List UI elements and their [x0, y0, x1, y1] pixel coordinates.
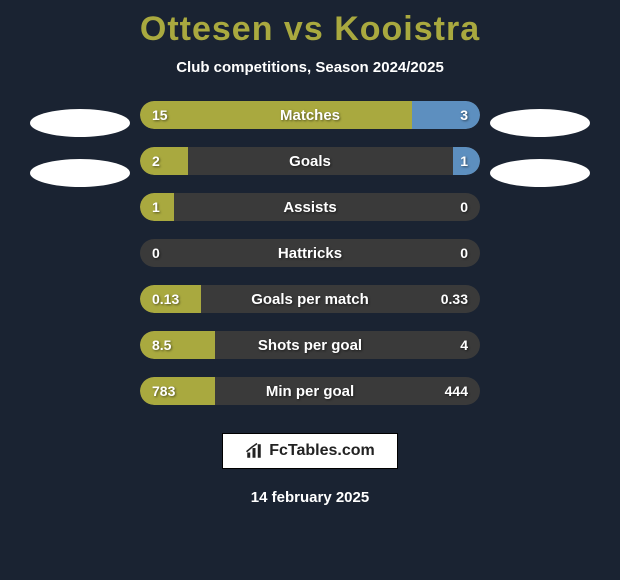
stat-row: Min per goal783 444 [140, 377, 480, 405]
page-title: Ottesen vs Kooistra [140, 10, 480, 49]
avatar-placeholder [490, 109, 590, 137]
left-player-avatar-col [20, 101, 140, 209]
stat-label: Min per goal [140, 377, 480, 405]
logo-text: FcTables.com [269, 442, 375, 460]
logo-badge[interactable]: FcTables.com [222, 433, 398, 469]
stat-bars: Matches153Goals21Assists10Hattricks00Goa… [140, 101, 480, 405]
stat-value-right: 0 [460, 239, 468, 267]
stat-value-left: 15 [152, 101, 168, 129]
stat-value-right: 3 [460, 101, 468, 129]
chart-icon [245, 442, 263, 460]
stat-value-right: 4 [460, 331, 468, 359]
stat-value-right: 0 [460, 193, 468, 221]
comparison-card: Ottesen vs Kooistra Club competitions, S… [0, 0, 620, 580]
stat-value-right: 444 [445, 377, 468, 405]
stat-label: Goals per match [140, 285, 480, 313]
stat-row: Shots per goal8.5 4 [140, 331, 480, 359]
right-player-avatar-col [480, 101, 600, 209]
stat-label: Matches [140, 101, 480, 129]
stat-value-right: 1 [460, 147, 468, 175]
stat-row: Goals per match0.13 0.33 [140, 285, 480, 313]
avatar-placeholder [490, 159, 590, 187]
stat-value-left: 1 [152, 193, 160, 221]
avatar-placeholder [30, 159, 130, 187]
stat-label: Goals [140, 147, 480, 175]
stat-row: Assists1 0 [140, 193, 480, 221]
stat-value-left: 8.5 [152, 331, 171, 359]
stat-label: Hattricks [140, 239, 480, 267]
stat-value-left: 2 [152, 147, 160, 175]
stat-row: Matches15 3 [140, 101, 480, 129]
stat-label: Shots per goal [140, 331, 480, 359]
stats-area: Matches153Goals21Assists10Hattricks00Goa… [0, 101, 620, 405]
page-subtitle: Club competitions, Season 2024/2025 [176, 59, 444, 76]
stat-value-left: 783 [152, 377, 175, 405]
footer-date: 14 february 2025 [251, 489, 369, 506]
avatar-placeholder [30, 109, 130, 137]
stat-value-left: 0.13 [152, 285, 179, 313]
stat-value-right: 0.33 [441, 285, 468, 313]
stat-row: Hattricks0 0 [140, 239, 480, 267]
stat-row: Goals2 1 [140, 147, 480, 175]
stat-value-left: 0 [152, 239, 160, 267]
stat-label: Assists [140, 193, 480, 221]
